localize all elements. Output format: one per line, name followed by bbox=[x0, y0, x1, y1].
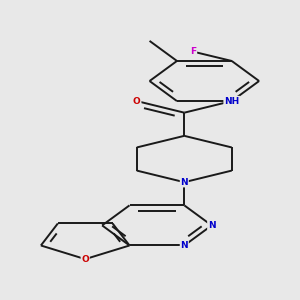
Text: N: N bbox=[181, 241, 188, 250]
Text: F: F bbox=[190, 47, 196, 56]
Text: N: N bbox=[208, 221, 215, 230]
Text: NH: NH bbox=[224, 97, 239, 106]
Text: O: O bbox=[81, 255, 89, 264]
Text: N: N bbox=[181, 178, 188, 187]
Text: O: O bbox=[133, 97, 141, 106]
